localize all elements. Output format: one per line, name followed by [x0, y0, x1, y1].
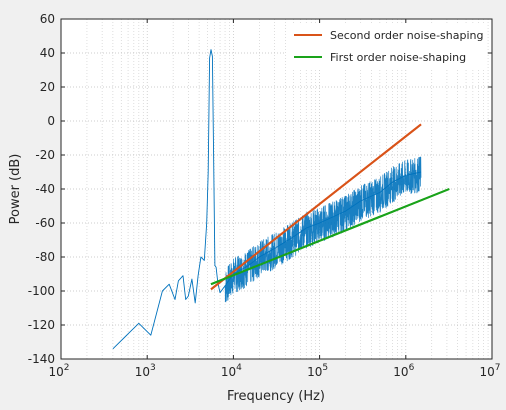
- ticks: -140 -120 -100 -80 -60 -40 -20 0 20 40 60 102 103 104…: [28, 12, 501, 379]
- legend-label-first-order: First order noise-shaping: [330, 51, 466, 64]
- series-line-overlay-second-order: [210, 123, 422, 291]
- y-tick-label: 60: [40, 12, 55, 26]
- y-tick-label: -120: [28, 318, 55, 332]
- y-tick-label: -40: [35, 182, 55, 196]
- x-tick-label: 102: [48, 363, 69, 379]
- x-tick-label: 107: [479, 363, 500, 379]
- x-tick-label: 106: [393, 363, 414, 379]
- y-tick-label: 0: [47, 114, 55, 128]
- x-tick-label: 105: [307, 363, 328, 379]
- y-tick-label: 20: [40, 80, 55, 94]
- y-axis-label: Power (dB): [8, 154, 23, 225]
- y-tick-label: -60: [35, 216, 55, 230]
- y-tick-label: 40: [40, 46, 55, 60]
- x-axis-label: Frequency (Hz): [227, 389, 325, 404]
- legend-label-second-order: Second order noise-shaping: [330, 29, 483, 42]
- legend: Second order noise-shaping First order n…: [286, 23, 486, 69]
- y-tick-label: -20: [35, 148, 55, 162]
- y-tick-label: -100: [28, 284, 55, 298]
- series-line-overlay-first-order: [210, 188, 450, 286]
- plot-area: [61, 19, 492, 359]
- x-tick-label: 103: [135, 363, 156, 379]
- y-tick-label: -140: [28, 352, 55, 366]
- x-tick-label: 104: [221, 363, 242, 379]
- series-layer: [112, 49, 450, 350]
- y-tick-label: -80: [35, 250, 55, 264]
- legend-box: [286, 23, 486, 69]
